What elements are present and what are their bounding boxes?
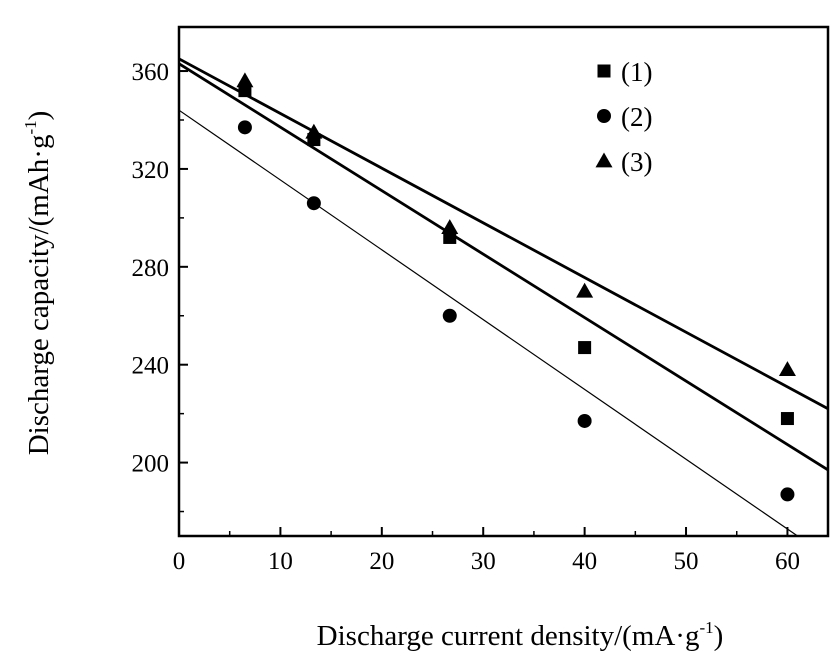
- x-tick-label: 0: [173, 548, 186, 575]
- y-tick-label: 360: [132, 59, 170, 86]
- y-axis-title-main: Discharge capacity/(mAh·g: [23, 135, 55, 456]
- y-axis-title-close: ): [23, 111, 55, 121]
- legend-label-series-3: (3): [621, 147, 652, 177]
- data-point-series-1: [443, 230, 457, 244]
- data-point-series-3: [305, 123, 323, 139]
- x-axis-title-close: ): [714, 620, 724, 652]
- y-tick-label: 200: [132, 451, 170, 478]
- fit-line-series-2: [179, 109, 798, 536]
- x-tick-label: 40: [572, 548, 597, 575]
- x-axis-title-main: Discharge current density/(mA·g: [317, 620, 700, 652]
- plot-frame: [177, 25, 830, 538]
- y-axis-title: Discharge capacity/(mAh·g-1): [21, 111, 55, 456]
- axis-ticks: [178, 70, 789, 536]
- x-tick-label: 20: [369, 548, 394, 575]
- legend-marker-series-3: [595, 152, 613, 168]
- data-point-series-2: [577, 413, 592, 428]
- data-point-series-1: [780, 412, 794, 426]
- x-tick-label: 60: [775, 548, 800, 575]
- x-tick-label: 10: [268, 548, 293, 575]
- legend-label-series-2: (2): [621, 102, 652, 132]
- data-point-series-2: [237, 120, 252, 135]
- legend-label-series-1: (1): [621, 57, 652, 87]
- x-axis-title-sup: -1: [699, 618, 713, 637]
- data-point-series-2: [780, 487, 795, 502]
- fit-line-series-3: [179, 57, 828, 410]
- y-axis-title-sup: -1: [21, 120, 40, 134]
- data-point-series-3: [441, 219, 459, 235]
- x-axis-title: Discharge current density/(mA·g-1): [317, 618, 724, 652]
- legend-marker-series-1: [597, 64, 611, 78]
- data-point-series-1: [238, 84, 252, 98]
- y-tick-label: 280: [132, 255, 170, 282]
- data-point-series-2: [442, 308, 457, 323]
- legend: (1) (2) (3): [595, 57, 652, 177]
- x-tick-label: 30: [471, 548, 496, 575]
- y-tick-label: 240: [132, 353, 170, 380]
- data-point-series-1: [578, 341, 592, 355]
- y-tick-label: 320: [132, 157, 170, 184]
- fit-lines: [179, 57, 828, 536]
- data-markers: [236, 72, 796, 502]
- data-point-series-3: [576, 282, 594, 298]
- data-point-series-3: [778, 361, 796, 376]
- fit-line-series-1: [179, 62, 828, 472]
- x-tick-label: 50: [674, 548, 699, 575]
- data-point-series-2: [306, 196, 321, 211]
- tick-labels: 0 10 20 30 40 50 60 200 240 280 320 360: [132, 59, 800, 575]
- legend-marker-series-2: [597, 109, 611, 123]
- data-point-series-3: [236, 72, 254, 88]
